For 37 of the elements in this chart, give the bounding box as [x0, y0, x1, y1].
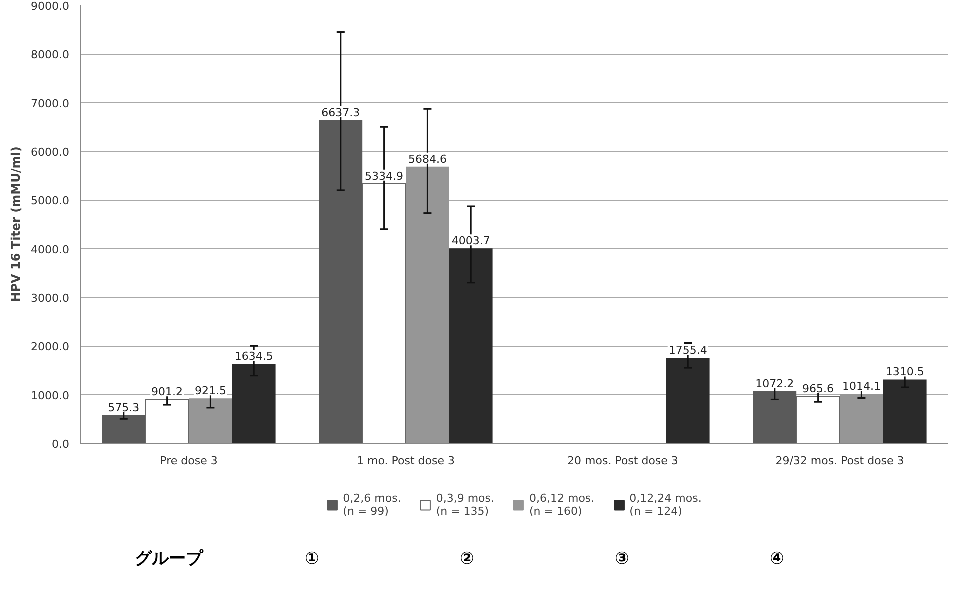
text: ③ [615, 548, 630, 571]
data-label: 4003.7 [452, 234, 490, 248]
y-axis-title: HPV 16 Titer (mMU/ml) [9, 146, 24, 302]
text: グループ [135, 548, 203, 571]
data-label: 1072.2 [756, 377, 794, 390]
data-label: 1755.4 [668, 344, 708, 358]
y-tick-label: 5000.0 [31, 194, 70, 208]
data-label: 5684.6 [408, 152, 447, 166]
x-tick-label: Pre dose 3 [160, 454, 218, 468]
data-label: 1310.5 [886, 366, 924, 379]
data-label: 6637.3 [322, 106, 360, 120]
y-tick-label: 2000.0 [31, 340, 70, 354]
text: ① [305, 548, 320, 571]
y-tick-label: 7000.0 [31, 97, 70, 110]
y-tick-label: 6000.0 [31, 146, 70, 159]
data-label: 965.6 [802, 382, 834, 396]
data-label: 575.3 [108, 402, 140, 414]
legend-label: 0,3,9 mos. (n = 135) [436, 492, 495, 518]
y-tick-label: 1000.0 [31, 389, 70, 402]
data-label: 901.2 [152, 386, 184, 399]
y-tick-label: 4000.0 [31, 243, 70, 256]
data-label: 921.5 [194, 384, 226, 398]
x-tick-label: 20 mos. Post dose 3 [568, 454, 678, 468]
y-tick-label: 8000.0 [31, 48, 70, 62]
data-label: 1634.5 [234, 350, 274, 363]
data-label: 5334.9 [365, 170, 404, 183]
x-tick-label: 1 mo. Post dose 3 [357, 454, 455, 468]
x-tick-label: 29/32 mos. Post dose 3 [776, 454, 904, 468]
legend-label: 0,2,6 mos. (n = 99) [343, 492, 402, 518]
text: ② [460, 548, 474, 571]
data-label: 1014.1 [842, 380, 881, 394]
legend-label: 0,6,12 mos. (n = 160) [530, 492, 595, 518]
text: ④ [770, 548, 784, 571]
legend-label: 0,12,24 mos. (n = 124) [630, 492, 702, 518]
y-tick-label: 9000.0 [31, 0, 70, 13]
y-tick-label: 0.0 [52, 438, 70, 451]
y-tick-label: 3000.0 [31, 292, 70, 305]
